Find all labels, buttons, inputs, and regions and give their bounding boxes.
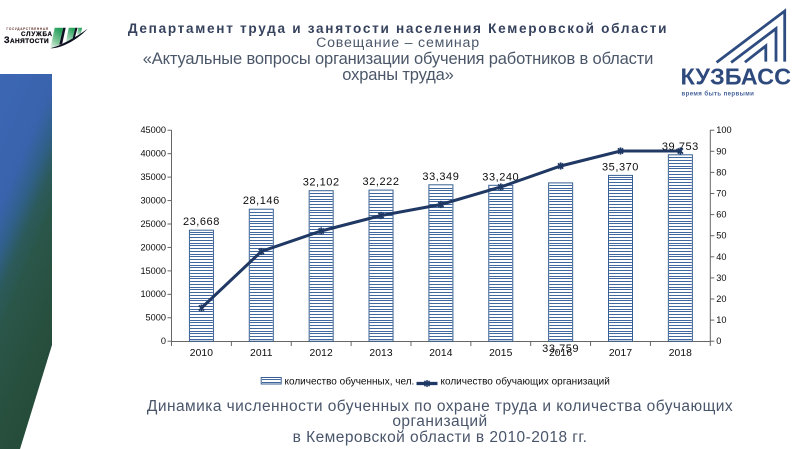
svg-text:35,370: 35,370 [602, 161, 639, 173]
svg-text:2014: 2014 [429, 348, 452, 359]
svg-text:30000: 30000 [140, 195, 166, 205]
svg-text:80: 80 [716, 167, 726, 177]
svg-text:0: 0 [716, 336, 721, 346]
svg-text:45000: 45000 [140, 125, 166, 135]
svg-text:23,668: 23,668 [183, 216, 220, 228]
svg-text:60: 60 [716, 210, 726, 220]
svg-text:90: 90 [716, 146, 726, 156]
svg-text:33,240: 33,240 [482, 171, 519, 183]
svg-text:10: 10 [716, 315, 726, 325]
svg-text:25000: 25000 [140, 219, 166, 229]
svg-text:количество обученных, чел.: количество обученных, чел. [285, 375, 415, 387]
svg-text:32,222: 32,222 [363, 176, 400, 188]
svg-text:100: 100 [716, 125, 731, 135]
svg-text:2017: 2017 [609, 348, 632, 359]
svg-text:2016: 2016 [549, 348, 572, 359]
svg-text:28,146: 28,146 [243, 195, 280, 207]
svg-text:2013: 2013 [369, 348, 392, 359]
svg-text:50: 50 [716, 231, 726, 241]
svg-text:2015: 2015 [489, 348, 512, 359]
svg-text:5000: 5000 [146, 313, 166, 323]
svg-text:33,759: 33,759 [542, 343, 579, 355]
svg-text:2010: 2010 [190, 348, 213, 359]
svg-text:32,102: 32,102 [303, 177, 340, 189]
svg-text:10000: 10000 [140, 289, 166, 299]
svg-text:0: 0 [161, 336, 166, 346]
svg-text:20000: 20000 [140, 242, 166, 252]
svg-text:15000: 15000 [140, 266, 166, 276]
svg-text:2011: 2011 [250, 348, 273, 359]
svg-text:30: 30 [716, 273, 726, 283]
svg-text:33,349: 33,349 [422, 171, 459, 183]
svg-text:время быть первыми: время быть первыми [682, 91, 755, 98]
svg-text:2012: 2012 [310, 348, 333, 359]
svg-text:20: 20 [716, 294, 726, 304]
svg-text:2018: 2018 [669, 348, 692, 359]
svg-text:количество обучающих организац: количество обучающих организаций [441, 375, 610, 387]
svg-text:70: 70 [716, 189, 726, 199]
svg-text:КУЗБАСС: КУЗБАСС [681, 64, 792, 90]
svg-text:40: 40 [716, 252, 726, 262]
svg-text:35000: 35000 [140, 172, 166, 182]
svg-text:40000: 40000 [140, 149, 166, 159]
